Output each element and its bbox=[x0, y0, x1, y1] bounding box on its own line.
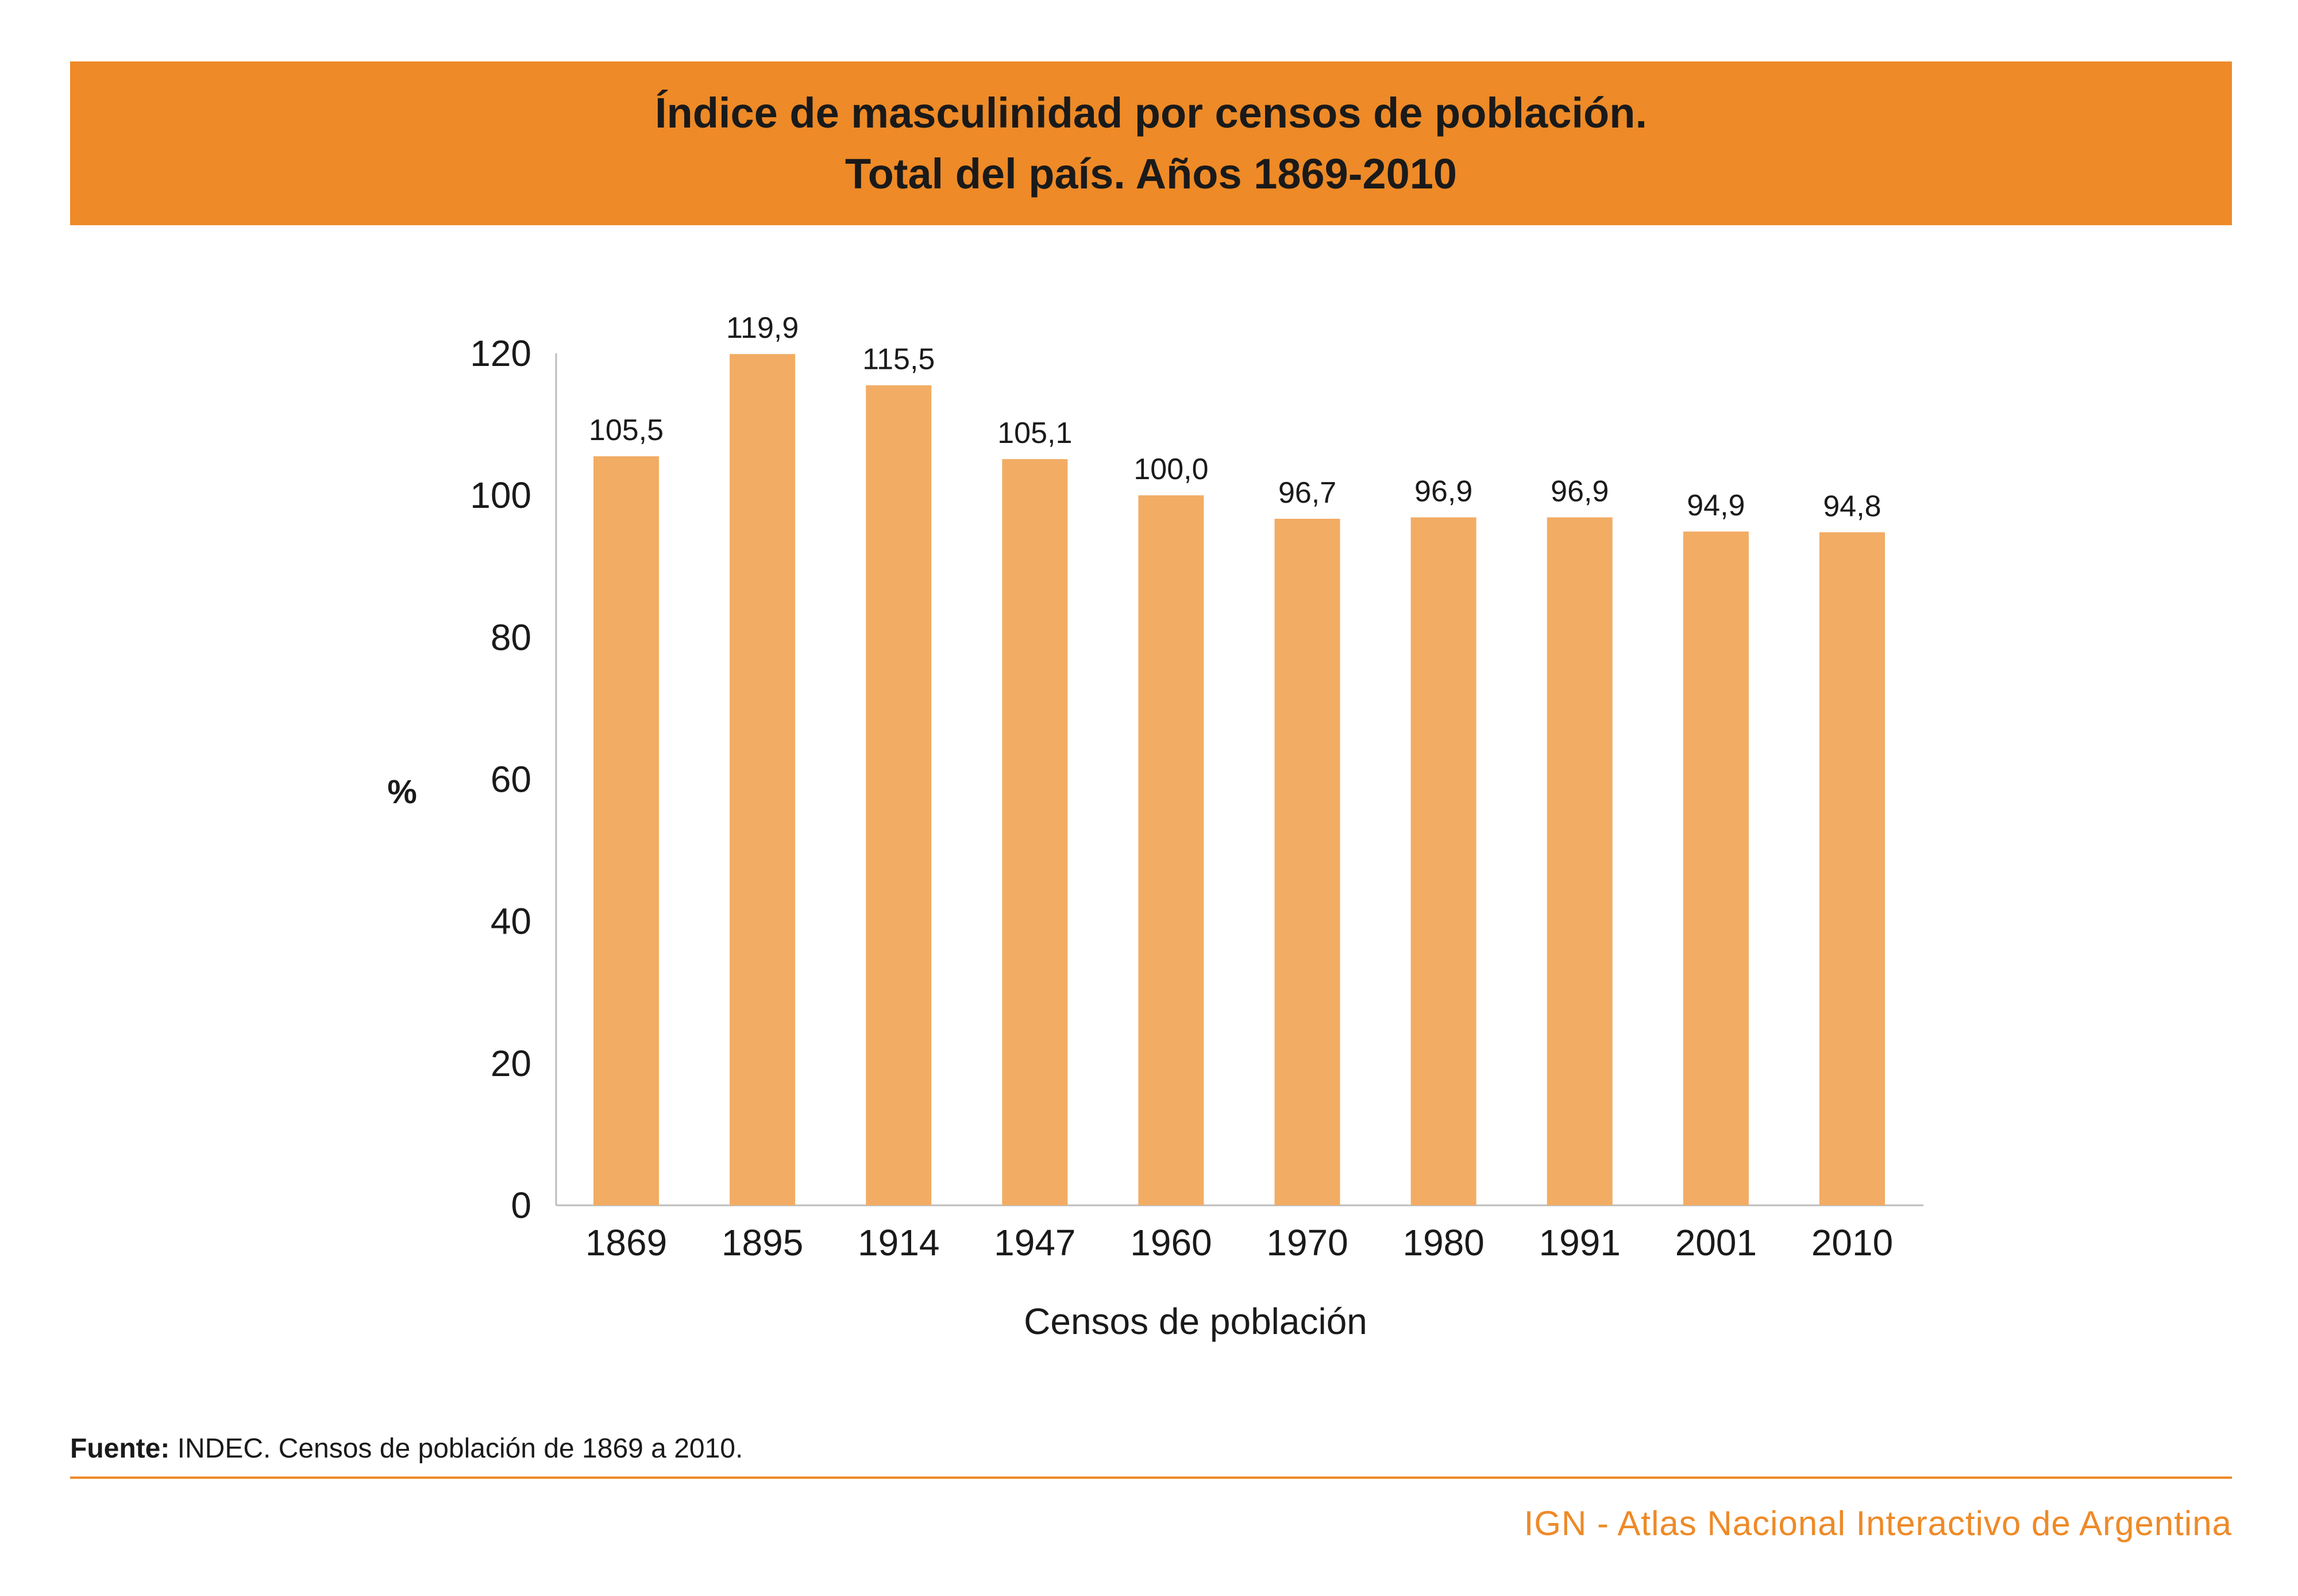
y-tick-label: 0 bbox=[511, 1185, 531, 1226]
bar-1914 bbox=[866, 385, 932, 1205]
bar-value-label-1895: 119,9 bbox=[726, 311, 799, 345]
x-tick-label-1980: 1980 bbox=[1402, 1222, 1484, 1263]
footer-divider bbox=[70, 1477, 2232, 1479]
y-tick-label: 20 bbox=[491, 1043, 531, 1084]
bar-1895 bbox=[730, 354, 796, 1205]
chart-y-tick-labels: 0 20 40 60 80 100 120 bbox=[470, 333, 531, 1226]
x-tick-label-1947: 1947 bbox=[994, 1222, 1075, 1263]
chart-title-line-1: Índice de masculinidad por censos de pob… bbox=[654, 88, 1648, 137]
bar-2010 bbox=[1819, 532, 1885, 1206]
y-tick-label: 80 bbox=[491, 616, 531, 658]
bar-value-label-1960: 100,0 bbox=[1133, 453, 1208, 486]
x-axis-label: Censos de población bbox=[1024, 1301, 1367, 1342]
bar-value-label-2001: 94,9 bbox=[1687, 489, 1745, 522]
footer-brand: IGN - Atlas Nacional Interactivo de Arge… bbox=[1524, 1504, 2232, 1543]
chart-x-tick-labels: 1869 1895 1914 1947 1960 1970 1980 1991 2001 2010 bbox=[585, 1222, 1893, 1263]
bar-2001 bbox=[1683, 531, 1749, 1206]
x-tick-label-2010: 2010 bbox=[1811, 1222, 1893, 1263]
bar-value-label-2010: 94,8 bbox=[1823, 489, 1881, 523]
y-axis-label: % bbox=[387, 773, 417, 811]
source-note: Fuente: INDEC. Censos de población de 18… bbox=[70, 1432, 743, 1466]
y-tick-label: 40 bbox=[491, 901, 531, 942]
bar-value-label-1980: 96,9 bbox=[1414, 475, 1472, 508]
title-banner: Índice de masculinidad por censos de pob… bbox=[70, 61, 2232, 225]
chart-value-labels: 105,5 119,9 115,5 105,1 100,0 96,7 96,9 96,9 94,… bbox=[589, 311, 1881, 523]
source-label: Fuente: bbox=[70, 1433, 170, 1464]
source-text: INDEC. Censos de población de 1869 a 201… bbox=[169, 1433, 743, 1464]
x-tick-label-1970: 1970 bbox=[1266, 1222, 1348, 1263]
bar-1980 bbox=[1410, 517, 1476, 1205]
x-tick-label-1895: 1895 bbox=[722, 1222, 803, 1263]
y-tick-label: 100 bbox=[470, 475, 531, 516]
chart-bars bbox=[593, 354, 1885, 1206]
y-tick-label: 60 bbox=[491, 759, 531, 800]
bar-value-label-1991: 96,9 bbox=[1551, 475, 1609, 508]
bar-1869 bbox=[593, 456, 659, 1206]
x-tick-label-1914: 1914 bbox=[858, 1222, 939, 1263]
bar-1970 bbox=[1274, 518, 1340, 1205]
x-tick-label-1960: 1960 bbox=[1130, 1222, 1212, 1263]
bar-value-label-1947: 105,1 bbox=[997, 417, 1072, 450]
bar-1991 bbox=[1547, 517, 1613, 1205]
y-tick-label: 120 bbox=[470, 333, 531, 374]
bar-1947 bbox=[1002, 459, 1068, 1205]
bar-value-label-1970: 96,7 bbox=[1278, 476, 1336, 510]
x-tick-label-1869: 1869 bbox=[585, 1222, 667, 1263]
chart-title-line-2: Total del país. Años 1869-2010 bbox=[845, 149, 1458, 198]
bar-value-label-1869: 105,5 bbox=[589, 414, 664, 447]
bar-value-label-1914: 115,5 bbox=[862, 343, 935, 376]
x-tick-label-2001: 2001 bbox=[1675, 1222, 1757, 1263]
x-tick-label-1991: 1991 bbox=[1539, 1222, 1621, 1263]
bar-1960 bbox=[1138, 495, 1204, 1205]
